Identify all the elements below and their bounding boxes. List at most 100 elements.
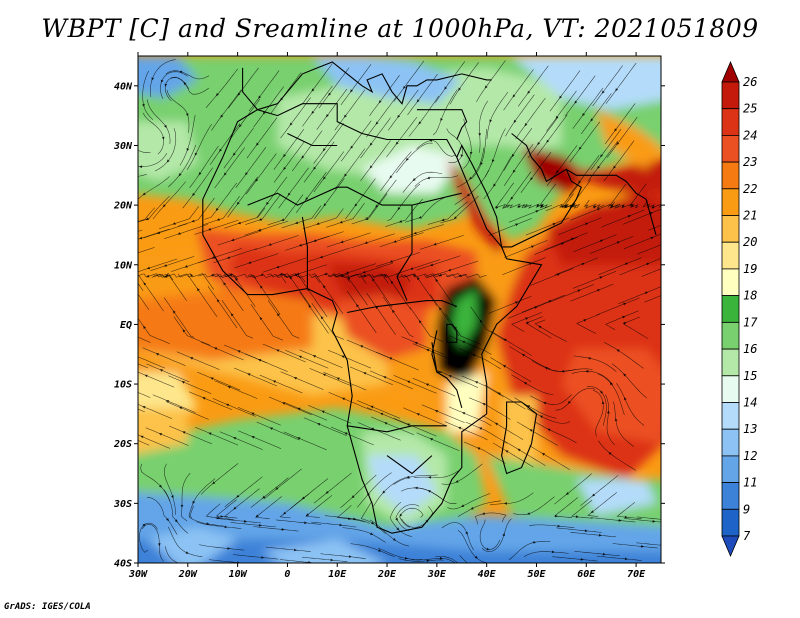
streamline xyxy=(295,172,327,213)
streamline xyxy=(267,300,300,339)
streamline xyxy=(334,148,366,190)
streamline xyxy=(306,247,351,263)
streamline xyxy=(525,217,570,236)
streamline xyxy=(618,286,661,305)
streamline xyxy=(168,375,212,394)
streamline-arrow xyxy=(144,374,148,378)
streamline-arrow xyxy=(527,405,531,408)
streamline-arrow xyxy=(623,373,627,377)
streamline-arrow xyxy=(675,218,678,221)
streamline xyxy=(309,368,353,387)
streamline xyxy=(605,62,637,104)
streamline xyxy=(490,357,532,382)
streamline-arrow xyxy=(180,504,184,508)
field-atlantic-orange-s xyxy=(138,407,188,454)
streamline-arrow xyxy=(215,207,219,211)
streamline-arrow xyxy=(631,204,634,208)
lake-tanganyika xyxy=(431,342,442,373)
streamline xyxy=(408,95,440,137)
streamline-arrow xyxy=(668,264,671,267)
streamline xyxy=(138,293,150,310)
streamline xyxy=(530,394,573,405)
streamline xyxy=(181,472,191,522)
streamline-arrow xyxy=(293,377,297,380)
streamline-arrow xyxy=(539,415,543,419)
streamline xyxy=(221,300,254,339)
streamline xyxy=(248,70,280,112)
streamline xyxy=(570,203,611,221)
colorbar-level-label: 21 xyxy=(743,209,757,223)
streamline xyxy=(138,392,151,398)
streamline-arrow xyxy=(426,349,430,352)
streamline xyxy=(570,283,614,302)
streamline xyxy=(571,371,614,386)
streamline xyxy=(583,200,605,209)
streamline-arrow xyxy=(515,223,519,227)
streamline-arrow xyxy=(142,523,146,527)
streamline xyxy=(280,97,311,139)
streamline-arrow xyxy=(142,103,145,107)
streamline-arrow xyxy=(441,218,445,222)
colorbar-level-label: 18 xyxy=(743,289,757,303)
streamline xyxy=(366,407,410,426)
streamline xyxy=(318,67,350,109)
streamline xyxy=(179,114,196,166)
streamline-arrow xyxy=(510,196,514,200)
streamline-arrow xyxy=(182,329,186,333)
streamline xyxy=(527,116,559,158)
streamline-arrow xyxy=(223,282,227,286)
streamline-arrow xyxy=(297,407,301,411)
streamline-arrow xyxy=(364,241,368,244)
streamline-arrow xyxy=(162,204,166,208)
streamline xyxy=(623,208,661,225)
colorbar-swatch xyxy=(721,508,740,537)
streamline xyxy=(411,558,456,563)
streamline-arrow xyxy=(276,349,280,352)
streamline-arrow xyxy=(230,313,234,317)
streamline-arrow xyxy=(397,114,401,118)
streamline xyxy=(382,296,414,338)
streamline-arrow xyxy=(597,208,601,211)
streamline-arrow xyxy=(316,222,320,225)
streamline xyxy=(308,405,352,424)
streamline-arrow xyxy=(216,299,220,303)
streamline xyxy=(598,257,642,276)
streamline xyxy=(284,264,327,278)
streamline-arrow xyxy=(646,262,650,266)
streamline-arrow xyxy=(511,153,515,158)
streamline xyxy=(138,371,175,388)
streamline xyxy=(285,350,329,369)
streamline xyxy=(279,559,318,563)
streamline-arrow xyxy=(341,397,346,401)
streamline xyxy=(590,129,622,170)
streamline xyxy=(265,546,311,552)
streamline-arrow xyxy=(202,397,206,400)
streamline xyxy=(275,519,322,525)
streamline-arrow xyxy=(623,302,627,306)
streamline xyxy=(196,521,242,529)
streamline xyxy=(189,505,224,527)
streamline-arrow xyxy=(416,277,420,281)
streamline-arrow xyxy=(219,148,222,152)
streamline-arrow xyxy=(304,521,308,525)
streamline xyxy=(637,516,661,520)
streamline-arrow xyxy=(389,260,393,263)
streamline-arrow xyxy=(458,274,462,277)
streamline-arrow xyxy=(179,406,183,410)
streamline-arrow xyxy=(297,437,301,440)
streamline-arrow xyxy=(323,285,326,289)
streamline xyxy=(560,181,581,209)
streamline-arrow xyxy=(189,357,194,360)
streamline-arrow xyxy=(171,495,174,499)
streamline-arrow xyxy=(185,113,189,117)
streamline-arrow xyxy=(356,304,359,308)
streamline-arrow xyxy=(146,266,151,270)
streamline xyxy=(624,518,661,523)
streamline xyxy=(223,127,255,169)
streamline-arrow xyxy=(382,490,386,494)
streamline-arrow xyxy=(581,262,585,266)
colorbar-cap-bottom xyxy=(721,535,740,558)
colorbar-swatch xyxy=(721,321,740,350)
streamline-arrow xyxy=(533,541,537,544)
streamline-arrow xyxy=(448,375,452,378)
